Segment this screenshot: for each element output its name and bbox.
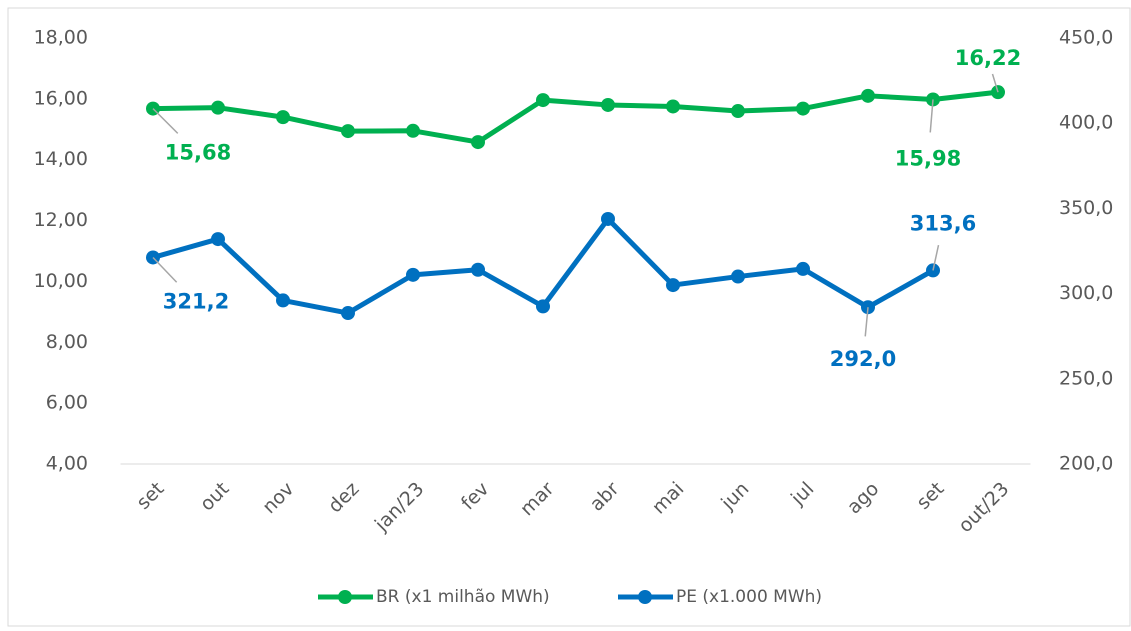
y2-tick-label: 400,0: [1059, 112, 1113, 134]
y-tick-label: 6,00: [46, 392, 88, 414]
data-point: [471, 135, 485, 150]
data-label: 15,98: [895, 146, 961, 170]
data-point: [666, 99, 680, 114]
data-point: [406, 123, 420, 138]
data-point: [731, 104, 745, 119]
data-point: [796, 101, 810, 116]
data-label: 313,6: [910, 211, 976, 235]
data-point: [666, 278, 680, 293]
y-tick-label: 8,00: [46, 331, 88, 353]
y-tick-label: 18,00: [34, 27, 88, 49]
leader-line: [152, 256, 178, 283]
y-tick-label: 16,00: [34, 87, 88, 109]
y2-tick-label: 300,0: [1059, 282, 1113, 304]
data-point: [601, 97, 615, 112]
leader-line: [929, 99, 934, 133]
leader-line: [991, 73, 999, 93]
data-label: 292,0: [830, 347, 896, 371]
data-point: [211, 232, 225, 247]
leader-line: [932, 244, 940, 271]
y-tick-label: 10,00: [34, 270, 88, 292]
y-tick-label: 14,00: [34, 148, 88, 170]
legend-label: BR (x1 milhão MWh): [376, 587, 550, 607]
data-point: [276, 293, 290, 308]
leader-line: [152, 108, 179, 134]
y2-tick-label: 450,0: [1059, 27, 1113, 49]
data-point: [471, 262, 485, 277]
y-tick-label: 12,00: [34, 209, 88, 231]
data-label: 16,22: [955, 46, 1021, 70]
data-point: [536, 299, 550, 314]
data-point: [211, 100, 225, 115]
leader-line: [864, 307, 869, 337]
y-tick-label: 4,00: [46, 453, 88, 475]
data-point: [796, 261, 810, 276]
legend-label: PE (x1.000 MWh): [676, 587, 822, 607]
y2-tick-label: 200,0: [1059, 453, 1113, 475]
y2-tick-label: 350,0: [1059, 197, 1113, 219]
data-point: [341, 306, 355, 321]
y2-tick-label: 250,0: [1059, 367, 1113, 389]
legend-marker: [638, 590, 652, 604]
data-point: [276, 110, 290, 125]
legend-marker: [338, 590, 352, 604]
series-line: [152, 89, 999, 145]
data-label: 15,68: [165, 141, 231, 165]
data-point: [341, 124, 355, 139]
data-point: [731, 269, 745, 284]
data-point: [861, 88, 875, 103]
data-point: [536, 93, 550, 108]
data-label: 321,2: [163, 289, 229, 313]
data-point: [406, 267, 420, 282]
data-point: [601, 211, 615, 226]
chart-frame: [7, 7, 1131, 627]
